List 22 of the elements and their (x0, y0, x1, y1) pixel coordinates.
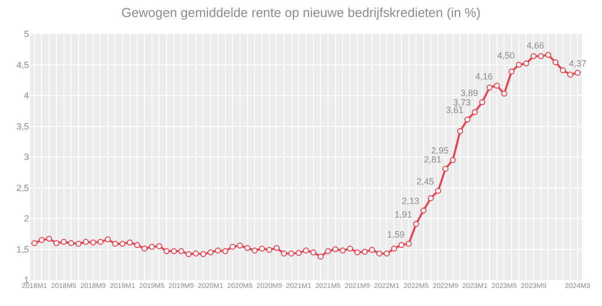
data-label: 3,61 (446, 105, 464, 116)
chart-title: Gewogen gemiddelde rente op nieuwe bedrijfskredieten (in %) (121, 4, 481, 20)
data-label: 4,16 (475, 71, 493, 82)
y-tick-label: 2 (24, 214, 29, 224)
y-tick-label: 4 (24, 90, 29, 101)
data-label: 2,13 (402, 196, 420, 206)
data-label: 3,73 (453, 98, 471, 108)
data-label: 2,81 (424, 154, 442, 164)
data-label: 4,50 (497, 50, 515, 60)
data-label: 4,66 (526, 40, 544, 51)
y-tick-label: 3 (24, 152, 29, 162)
y-tick-label: 5 (24, 29, 29, 40)
data-label: 2,95 (431, 146, 449, 156)
y-tick-label: 4,5 (16, 60, 29, 70)
y-tick-label: 3,5 (16, 121, 29, 132)
data-label: 3,89 (460, 88, 478, 98)
data-label: 1,59 (387, 229, 405, 240)
y-tick-label: 2,5 (16, 182, 29, 193)
data-label: 2,45 (416, 176, 434, 186)
data-label: 4,37 (568, 58, 586, 68)
data-label: 1,91 (394, 210, 412, 220)
y-tick-label: 1,5 (16, 244, 29, 254)
